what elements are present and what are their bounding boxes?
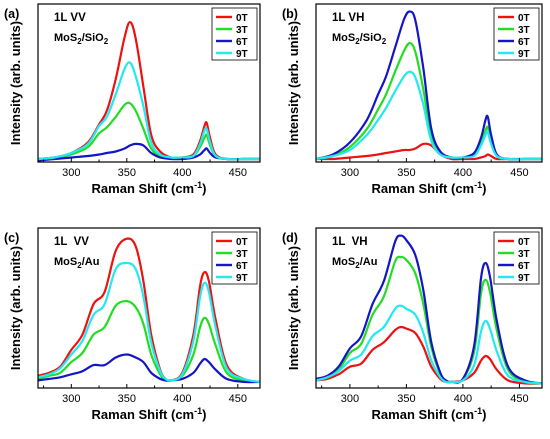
panel-label: (a) — [4, 7, 19, 21]
series-line-9T — [37, 261, 261, 383]
substrate-label: MoS2/SiO2 — [54, 32, 109, 46]
x-tick-label: 450 — [510, 393, 528, 405]
x-axis-label: Raman Shift (cm-1) — [372, 406, 487, 422]
x-tick-label: 450 — [229, 167, 247, 179]
x-tick-label: 350 — [118, 393, 136, 405]
substrate-label: MoS2/Au — [54, 256, 99, 270]
plot-frame — [37, 3, 261, 163]
legend-label-6T: 6T — [236, 37, 248, 48]
x-tick-label: 300 — [62, 167, 80, 179]
panel-title: 1L VV — [54, 236, 89, 248]
legend-label-3T: 3T — [236, 249, 248, 260]
legend-label-0T: 0T — [518, 13, 530, 24]
plot-frame — [37, 227, 261, 389]
plot-frame — [315, 227, 543, 389]
x-tick-label: 400 — [173, 393, 191, 405]
series-line-6T — [37, 142, 260, 162]
x-tick-label: 400 — [454, 167, 472, 179]
panel-a: 300 350 400 450 Raman Shift (cm-1) Intensity … — [4, 3, 261, 196]
legend-label-3T: 3T — [518, 25, 530, 36]
legend-label-0T: 0T — [236, 237, 248, 248]
panel-title: 1L VV — [54, 12, 86, 24]
series-line-6T — [315, 234, 543, 385]
legend-label-9T: 9T — [236, 49, 248, 60]
series-line-9T — [315, 304, 543, 385]
legend-label-6T: 6T — [518, 261, 530, 272]
y-axis-label: Intensity (arb. units) — [8, 21, 23, 145]
legend-label-6T: 6T — [518, 37, 530, 48]
x-axis-label: Raman Shift (cm-1) — [92, 180, 207, 196]
x-tick-label: 350 — [397, 167, 415, 179]
x-tick-label: 400 — [454, 393, 472, 405]
series-line-6T — [37, 353, 261, 384]
series-line-0T — [37, 237, 261, 383]
legend-box — [493, 7, 540, 61]
x-tick-label: 400 — [173, 167, 191, 179]
substrate-label: MoS2/SiO2 — [332, 32, 387, 46]
legend-label-6T: 6T — [236, 261, 248, 272]
x-tick-label: 350 — [118, 167, 136, 179]
x-tick-label: 300 — [341, 167, 359, 179]
series-line-6T — [315, 10, 542, 161]
series-line-0T — [315, 325, 543, 385]
panel-label: (c) — [4, 231, 19, 245]
panel-title: 1L VH — [332, 12, 364, 24]
series-line-9T — [315, 70, 542, 161]
panel-c: 300 350 400 450 Raman Shift (cm-1) Intensity … — [4, 227, 261, 422]
legend-label-9T: 9T — [236, 273, 248, 284]
panel-label: (b) — [282, 7, 298, 21]
x-tick-label: 300 — [341, 393, 359, 405]
legend-label-0T: 0T — [518, 237, 530, 248]
panel-label: (d) — [282, 231, 298, 245]
panel-b: 300 350 400 450 Raman Shift (cm-1) Intensity … — [282, 3, 543, 196]
x-tick-label: 450 — [229, 393, 247, 405]
x-tick-label: 450 — [510, 167, 528, 179]
panel-title: 1L VH — [332, 236, 368, 248]
plot-frame — [315, 3, 543, 163]
panel-d: 300 350 400 450 Raman Shift (cm-1) Intensity … — [282, 227, 543, 422]
y-axis-label: Intensity (arb. units) — [286, 21, 301, 145]
legend-label-3T: 3T — [518, 249, 530, 260]
legend-label-9T: 9T — [518, 273, 530, 284]
series-line-3T — [37, 299, 261, 383]
x-tick-label: 300 — [62, 393, 80, 405]
y-axis-label: Intensity (arb. units) — [8, 246, 23, 370]
legend-label-0T: 0T — [236, 13, 248, 24]
substrate-label: MoS2/Au — [332, 256, 377, 270]
x-axis-label: Raman Shift (cm-1) — [372, 180, 487, 196]
x-axis-label: Raman Shift (cm-1) — [92, 406, 207, 422]
x-tick-label: 350 — [397, 393, 415, 405]
series-line-9T — [37, 61, 260, 161]
y-axis-label: Intensity (arb. units) — [286, 246, 301, 370]
legend-label-3T: 3T — [236, 25, 248, 36]
legend-label-9T: 9T — [518, 49, 530, 60]
